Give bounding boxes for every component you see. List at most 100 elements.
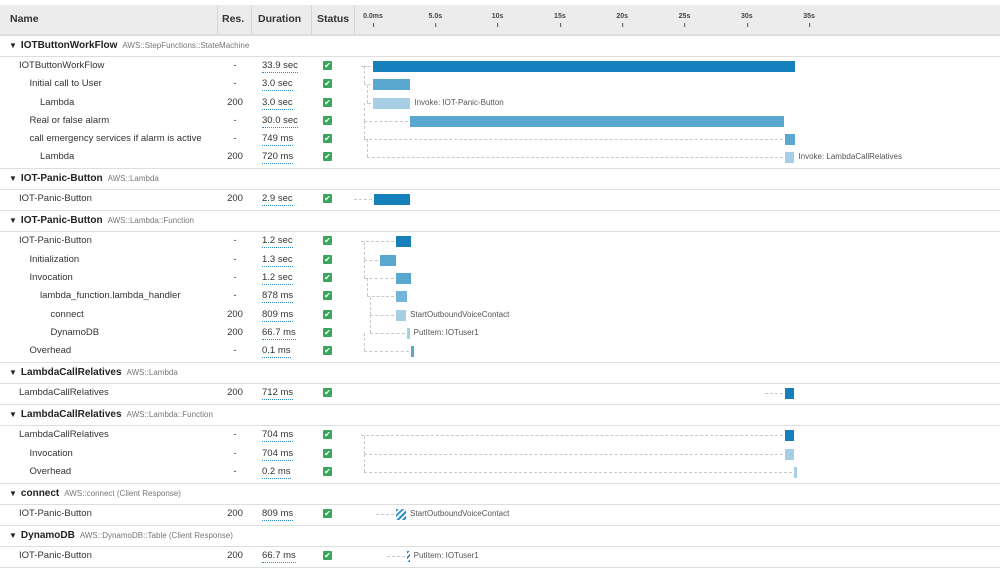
duration-value[interactable]: 712 ms [262,387,294,401]
segment-row[interactable]: connect 200 809 ms ✔ StartOutboundVoiceConta… [0,296,1000,324]
caret-down-icon[interactable]: ▼ [9,216,17,226]
segment-row[interactable]: call emergency services if alarm is acti… [0,121,1000,148]
caret-down-icon[interactable]: ▼ [9,410,17,420]
duration-value[interactable]: 1.2 sec [262,235,293,249]
segment-row[interactable]: IOT-Panic-Button 200 809 ms ✔ StartOutboundV… [0,505,1000,526]
column-header-status[interactable]: Status [312,5,355,34]
segment-row[interactable]: DynamoDB 200 66.7 ms ✔ PutItem: IOTuser1 [0,314,1000,342]
duration-value[interactable]: 33.9 sec [262,60,298,73]
duration[interactable]: 749 ms [262,130,294,148]
timeline-bar[interactable] [396,273,411,285]
timeline-bar[interactable] [793,466,797,478]
segment-row[interactable]: Lambda 200 3.0 sec ✔ Invoke: IOT-Panic-Butto… [0,84,1000,112]
timeline-bar[interactable] [784,388,794,400]
timeline-bar[interactable] [411,346,414,358]
duration[interactable]: 1.2 sec [262,232,293,250]
duration-value[interactable]: 720 ms [262,151,294,165]
duration-value[interactable]: 3.0 sec [262,96,293,110]
segment-row[interactable]: Real or false alarm - 30.0 sec ✔ [0,102,1000,130]
duration[interactable]: 33.9 sec [262,57,298,75]
duration[interactable]: 720 ms [262,148,294,166]
duration[interactable]: 2.9 sec [262,190,293,208]
caret-down-icon[interactable]: ▼ [9,530,17,540]
duration-value[interactable]: 809 ms [262,308,294,322]
segment-group-header[interactable]: ▼ DynamoDB AWS::DynamoDB::Table (Client Re… [0,526,1000,547]
duration-value[interactable]: 0.1 ms [262,345,291,359]
timeline-bar[interactable] [785,152,795,164]
duration-value[interactable]: 704 ms [262,429,294,443]
segment-row[interactable]: Overhead - 0.2 ms ✔ [0,453,1000,484]
segment-row[interactable]: Invocation - 1.2 sec ✔ [0,260,1000,287]
duration-value[interactable]: 66.7 ms [262,326,296,340]
duration[interactable]: 704 ms [262,445,294,463]
timeline-bar[interactable] [406,550,410,562]
segment-group-header[interactable]: ▼ IOTButtonWorkFlow AWS::StepFunctions::St… [0,36,1000,57]
duration[interactable]: 0.1 ms [262,342,291,360]
segment-row[interactable]: Initial call to User - 3.0 sec ✔ [0,66,1000,93]
caret-down-icon[interactable]: ▼ [9,41,17,50]
timeline-bar[interactable] [396,236,411,248]
duration-value[interactable]: 66.7 ms [262,549,296,563]
duration[interactable]: 704 ms [262,426,294,444]
duration[interactable]: 3.0 sec [262,75,293,93]
connector-line [370,314,395,316]
duration[interactable]: 1.2 sec [262,269,293,287]
caret-down-icon[interactable]: ▼ [9,174,17,184]
duration[interactable]: 878 ms [262,287,294,305]
duration[interactable]: 0.2 ms [262,463,291,481]
timeline-bar[interactable] [374,194,411,206]
segment-group-header[interactable]: ▼ IOT-Panic-Button AWS::Lambda::Function [0,211,1000,233]
timeline-bar[interactable] [396,508,407,520]
timeline-bar[interactable] [784,448,794,460]
timeline-bar[interactable] [373,61,796,72]
timeline-bar[interactable] [373,97,411,109]
segment-row[interactable]: IOT-Panic-Button - 1.2 sec ✔ [0,232,1000,250]
duration-value[interactable]: 1.2 sec [262,272,293,286]
segment-row[interactable]: Overhead - 0.1 ms ✔ [0,333,1000,364]
column-header-name[interactable]: Name [0,5,218,34]
segment-row[interactable]: IOT-Panic-Button 200 2.9 sec ✔ [0,190,1000,212]
duration-value[interactable]: 704 ms [262,447,294,461]
duration-value[interactable]: 809 ms [262,507,294,521]
segment-group-header[interactable]: ▼ connect AWS::connect (Client Response) [0,484,1000,505]
segment-row[interactable]: Invocation - 704 ms ✔ [0,435,1000,463]
duration-value[interactable]: 1.3 sec [262,253,293,267]
duration[interactable]: 30.0 sec [262,112,298,130]
column-header-duration[interactable]: Duration [252,5,312,34]
duration[interactable]: 809 ms [262,505,294,523]
timeline-bar[interactable] [396,309,407,321]
duration[interactable]: 809 ms [262,306,294,324]
segment-row[interactable]: IOTButtonWorkFlow - 33.9 sec ✔ [0,57,1000,75]
segment-row[interactable]: lambda_function.lambda_handler - 878 ms ✔ [0,278,1000,305]
timeline-bar[interactable] [406,327,410,339]
caret-down-icon[interactable]: ▼ [9,488,17,498]
duration[interactable]: 712 ms [262,384,294,402]
duration-value[interactable]: 3.0 sec [262,78,293,92]
column-header-res[interactable]: Res. [218,5,252,34]
duration[interactable]: 1.3 sec [262,251,293,269]
timeline-bar[interactable] [410,115,785,127]
segment-group-header[interactable]: ▼ LambdaCallRelatives AWS::Lambda::Functio… [0,405,1000,427]
timeline-bar[interactable] [396,291,407,303]
duration[interactable]: 66.7 ms [262,547,296,565]
segment-group-header[interactable]: ▼ IOT-Panic-Button AWS::Lambda [0,169,1000,191]
group-name: IOT-Panic-Button [20,173,103,185]
duration-value[interactable]: 30.0 sec [262,114,298,128]
caret-down-icon[interactable]: ▼ [9,368,17,378]
segment-row[interactable]: Lambda 200 720 ms ✔ Invoke: LambdaCallRelati… [0,139,1000,170]
segment-row[interactable]: IOT-Panic-Button 200 66.7 ms ✔ PutItem: IOTu… [0,547,1000,568]
duration[interactable]: 3.0 sec [262,94,293,112]
timeline-bar[interactable] [785,134,795,146]
duration-value[interactable]: 0.2 ms [262,465,291,479]
segment-group-header[interactable]: ▼ LambdaCallRelatives AWS::Lambda [0,363,1000,385]
segment-row[interactable]: LambdaCallRelatives - 704 ms ✔ [0,426,1000,444]
timeline-bar[interactable] [784,430,794,442]
duration-value[interactable]: 878 ms [262,290,294,304]
duration[interactable]: 66.7 ms [262,324,296,342]
segment-row[interactable]: LambdaCallRelatives 200 712 ms ✔ [0,384,1000,406]
timeline-bar[interactable] [379,254,397,266]
timeline-bar[interactable] [373,79,411,91]
segment-row[interactable]: Initialization - 1.3 sec ✔ [0,241,1000,269]
duration-value[interactable]: 2.9 sec [262,193,293,207]
duration-value[interactable]: 749 ms [262,133,294,147]
